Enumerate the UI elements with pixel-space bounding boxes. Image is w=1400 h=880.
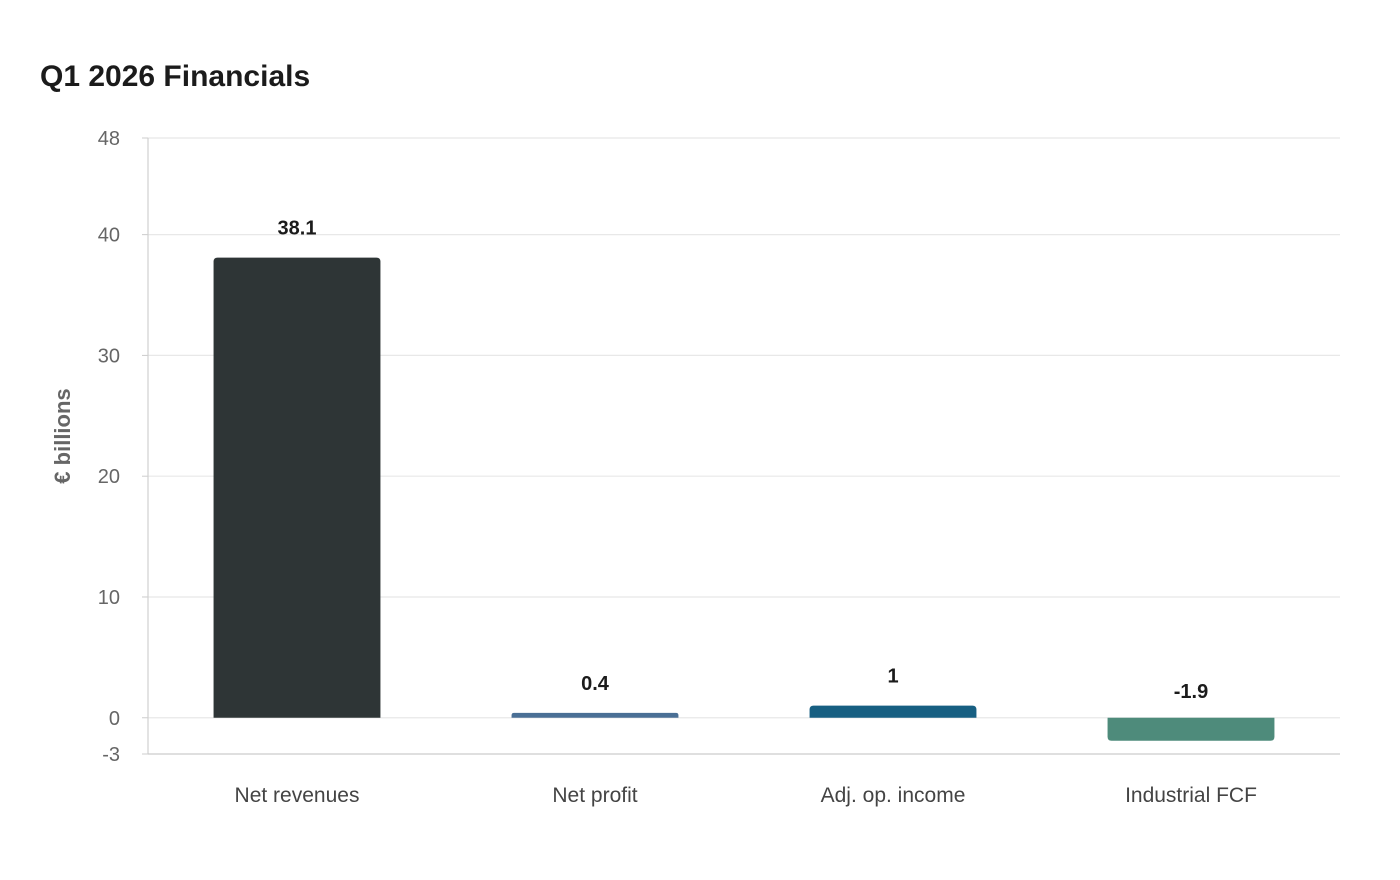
y-tick-label: 48 [98, 128, 120, 150]
y-tick-label: 40 [98, 225, 120, 247]
axes [142, 137, 1340, 755]
x-category-label: Net revenues [235, 784, 360, 807]
bar-value-labels: 38.1 0.4 1 -1.9 [278, 218, 1209, 703]
bar-net-profit[interactable] [511, 712, 679, 718]
bar-value-label: 1 [887, 666, 898, 688]
bar-industrial-fcf[interactable] [1107, 717, 1275, 741]
bar-net-revenues[interactable] [213, 257, 381, 718]
y-tick-label: 0 [109, 708, 120, 730]
y-tick-label: 20 [98, 466, 120, 488]
y-tick-label: 10 [98, 587, 120, 609]
y-axis-title: € billions [50, 388, 75, 483]
x-category-label: Net profit [552, 784, 637, 807]
bars [213, 257, 1275, 741]
x-category-labels: Net revenues Net profit Adj. op. income Ind… [235, 784, 1257, 807]
bar-value-label: 38.1 [278, 218, 317, 240]
bar-value-label: -1.9 [1174, 681, 1208, 703]
y-tick-label: 30 [98, 345, 120, 367]
bar-value-label: 0.4 [581, 673, 610, 695]
bar-adj-op-income[interactable] [809, 705, 977, 718]
y-tick-labels: -3 0 10 20 30 40 48 [98, 128, 120, 766]
chart-title: Q1 2026 Financials [40, 60, 311, 93]
x-category-label: Adj. op. income [821, 784, 966, 807]
y-tick-label: -3 [102, 744, 120, 766]
x-category-label: Industrial FCF [1125, 784, 1257, 807]
